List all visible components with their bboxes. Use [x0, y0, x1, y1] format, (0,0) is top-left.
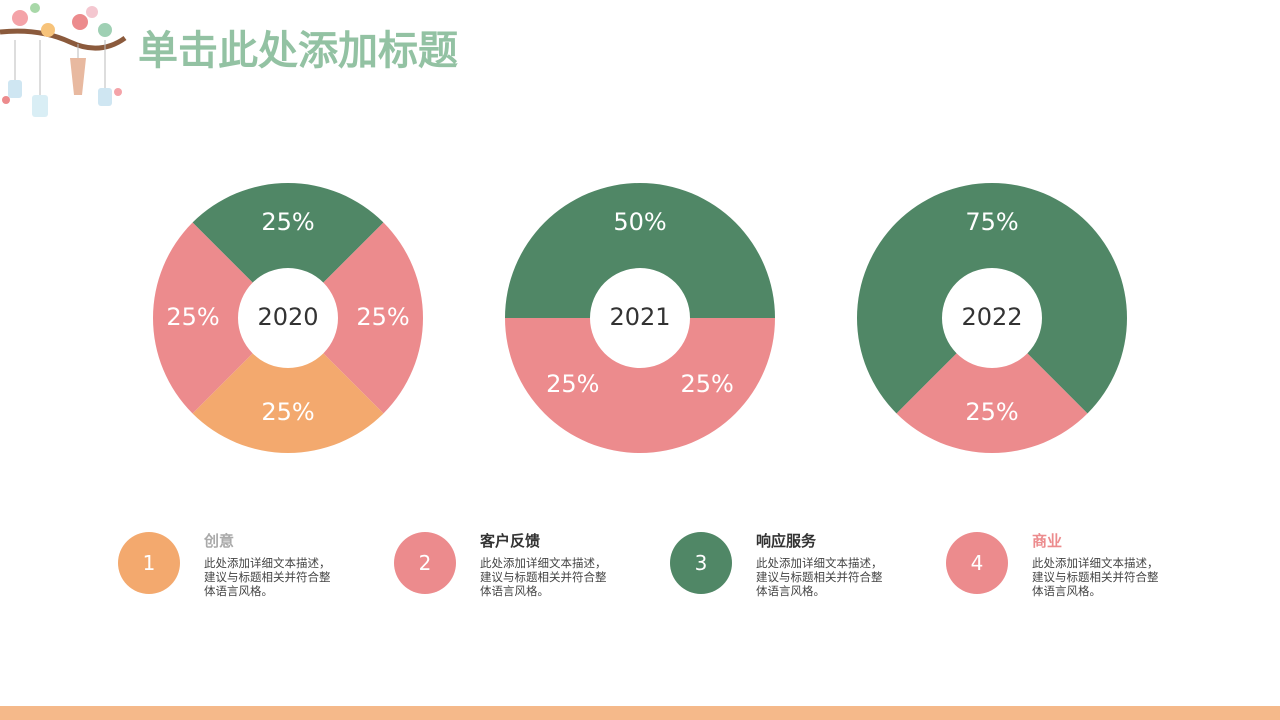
- item-number: 2: [394, 532, 456, 594]
- item-label: 响应服务: [756, 532, 817, 550]
- item-text: 此处添加详细文本描述，建议与标题相关并符合整体语言风格。: [1032, 556, 1159, 598]
- item-text: 此处添加详细文本描述，建议与标题相关并符合整体语言风格。: [204, 556, 331, 598]
- item-label: 客户反馈: [480, 532, 541, 550]
- item-text: 此处添加详细文本描述，建议与标题相关并符合整体语言风格。: [480, 556, 607, 598]
- value-label: 25%: [965, 398, 1018, 426]
- pie-segment: [192, 183, 384, 283]
- item-text: 此处添加详细文本描述，建议与标题相关并符合整体语言风格。: [756, 556, 883, 598]
- pie-segment: [323, 222, 423, 414]
- center-label: 2021: [609, 303, 670, 331]
- legend-item: 4 商业此处添加详细文本描述，建议与标题相关并符合整体语言风格。: [946, 530, 1206, 600]
- value-label: 25%: [166, 303, 219, 331]
- pie-segment: [153, 222, 253, 414]
- item-label: 商业: [1032, 532, 1063, 550]
- value-label: 25%: [356, 303, 409, 331]
- center-label: 2020: [257, 303, 318, 331]
- value-label: 75%: [965, 208, 1018, 236]
- value-label: 25%: [261, 398, 314, 426]
- value-label: 25%: [261, 208, 314, 236]
- pie-segment: [857, 182, 1127, 414]
- bottom-bar: [0, 706, 1280, 720]
- item-label: 创意: [204, 532, 235, 550]
- item-number: 1: [118, 532, 180, 594]
- legend-item: 2 客户反馈此处添加详细文本描述，建议与标题相关并符合整体语言风格。: [394, 530, 654, 600]
- pie-segment: [505, 318, 640, 453]
- legend-item: 3 响应服务此处添加详细文本描述，建议与标题相关并符合整体语言风格。: [670, 530, 930, 600]
- pie-segment: [640, 318, 775, 453]
- floral-decoration: [0, 3, 127, 117]
- value-label: 25%: [681, 370, 734, 398]
- legend-item: 1 创意此处添加详细文本描述，建议与标题相关并符合整体语言风格。: [118, 530, 378, 600]
- value-label: 50%: [613, 208, 666, 236]
- item-number: 4: [946, 532, 1008, 594]
- center-label: 2022: [961, 303, 1022, 331]
- slide-title: 单击此处添加标题: [138, 28, 458, 74]
- value-label: 25%: [546, 370, 599, 398]
- pie-segment: [192, 353, 384, 453]
- item-number: 3: [670, 532, 732, 594]
- pie-segment: [505, 183, 775, 318]
- pie-segment: [896, 353, 1088, 453]
